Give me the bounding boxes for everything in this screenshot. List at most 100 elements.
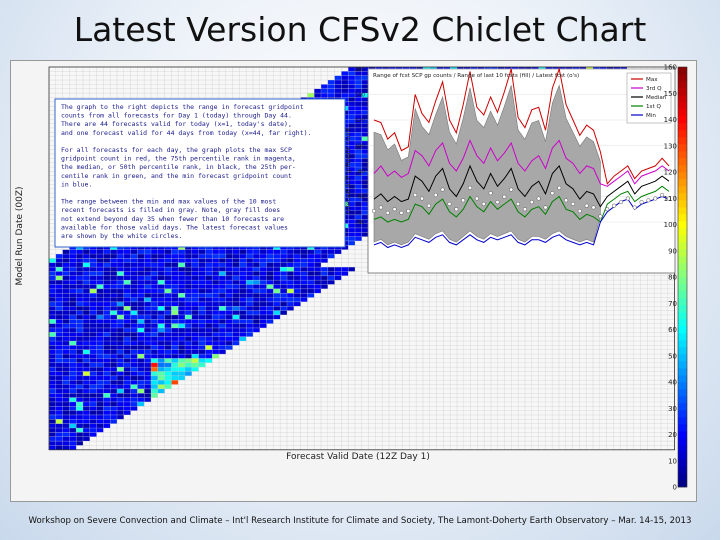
heatmap-cell (89, 323, 97, 328)
heatmap-cell (62, 293, 70, 298)
colorbar-segment (678, 81, 687, 89)
heatmap-cell (259, 310, 267, 315)
heatmap-cell (266, 284, 274, 289)
heatmap-cell (334, 80, 342, 85)
heatmap-cell (130, 275, 138, 281)
heatmap-cell (76, 249, 83, 254)
series-line-median (373, 164, 670, 208)
heatmap-cell (55, 362, 63, 368)
heatmap-cell (117, 384, 124, 389)
heatmap-cell (96, 284, 104, 289)
heatmap-cell (76, 428, 83, 433)
heatmap-cell (49, 362, 56, 368)
heatmap-cell (144, 367, 151, 372)
heatmap-cell (293, 262, 301, 267)
heatmap-cell (157, 328, 165, 333)
heatmap-cell (239, 262, 247, 267)
heatmap-cell (314, 254, 321, 259)
heatmap-cell (273, 271, 281, 276)
heatmap-cell (103, 358, 111, 363)
heatmap-cell (151, 323, 158, 328)
legend-label: 3rd Q (646, 86, 662, 92)
heatmap-cell (151, 262, 158, 267)
heatmap-cell (76, 410, 83, 415)
heatmap-cell (287, 280, 294, 285)
heatmap-cell (219, 262, 226, 267)
heatmap-cell (178, 249, 185, 254)
heatmap-cell (239, 323, 247, 328)
heatmap-cell (123, 393, 131, 398)
heatmap-cell (89, 258, 97, 263)
latest-forecast-circle (399, 210, 404, 215)
heatmap-cell (96, 393, 104, 398)
heatmap-cell (55, 319, 63, 324)
heatmap-cell (89, 380, 97, 385)
heatmap-cell (49, 415, 56, 420)
heatmap-cell (266, 267, 274, 272)
heatmap-cell (307, 267, 315, 272)
heatmap-cell (205, 288, 213, 294)
heatmap-cell (232, 314, 240, 320)
heatmap-cell (280, 249, 287, 254)
heatmap-cell (273, 258, 281, 263)
heatmap-cell (69, 314, 77, 320)
heatmap-cell (191, 362, 199, 368)
heatmap-cell (69, 362, 77, 368)
heatmap-cell (341, 71, 349, 76)
heatmap-cell (355, 93, 362, 98)
colorbar-segment (678, 214, 687, 222)
heatmap-cell (130, 384, 138, 389)
latest-forecast-circle (502, 194, 507, 199)
heatmap-cell (334, 93, 342, 98)
heatmap-cell (49, 280, 56, 285)
heatmap-cell (178, 319, 185, 324)
heatmap-cell (137, 297, 145, 302)
heatmap-cell (191, 332, 199, 337)
heatmap-cell (76, 406, 83, 411)
heatmap-cell (327, 271, 335, 276)
heatmap-cell (314, 93, 321, 98)
heatmap-cell (259, 306, 267, 311)
heatmap-cell (171, 328, 179, 333)
heatmap-cell (239, 336, 247, 341)
heatmap-cell (191, 319, 199, 324)
heatmap-cell (83, 275, 90, 281)
heatmap-cell (117, 388, 124, 394)
heatmap-cell (151, 306, 158, 311)
heatmap-cell (280, 280, 287, 285)
heatmap-cell (355, 149, 362, 154)
heatmap-cell (321, 84, 328, 89)
heatmap-cell (103, 419, 111, 424)
heatmap-cell (69, 280, 77, 285)
heatmap-cell (361, 127, 369, 133)
latest-forecast-circle (474, 196, 479, 201)
heatmap-cell (62, 297, 70, 302)
latest-forecast-circle (378, 205, 383, 210)
heatmap-cell (171, 254, 179, 259)
heatmap-cell (212, 328, 219, 333)
heatmap-cell (205, 306, 213, 311)
colorbar-segment (678, 200, 687, 208)
heatmap-cell (361, 123, 369, 128)
heatmap-cell (246, 262, 253, 267)
heatmap-cell (348, 80, 355, 85)
heatmap-cell (96, 301, 104, 307)
heatmap-cell (110, 397, 117, 402)
heatmap-cell (225, 275, 233, 281)
latest-forecast-circle (536, 196, 541, 201)
heatmap-cell (273, 310, 281, 315)
colorbar-segment (678, 277, 687, 285)
heatmap-cell (83, 301, 90, 307)
heatmap-cell (89, 419, 97, 424)
heatmap-cell (232, 306, 240, 311)
heatmap-cell (123, 297, 131, 302)
heatmap-cell (355, 132, 362, 137)
colorbar-tick-label: 60 (668, 326, 677, 334)
heatmap-cell (355, 97, 362, 102)
heatmap-cell (96, 410, 104, 415)
heatmap-cell (123, 310, 131, 315)
heatmap-cell (334, 271, 342, 276)
heatmap-cell (266, 310, 274, 315)
heatmap-cell (89, 284, 97, 289)
heatmap-cell (348, 123, 355, 128)
